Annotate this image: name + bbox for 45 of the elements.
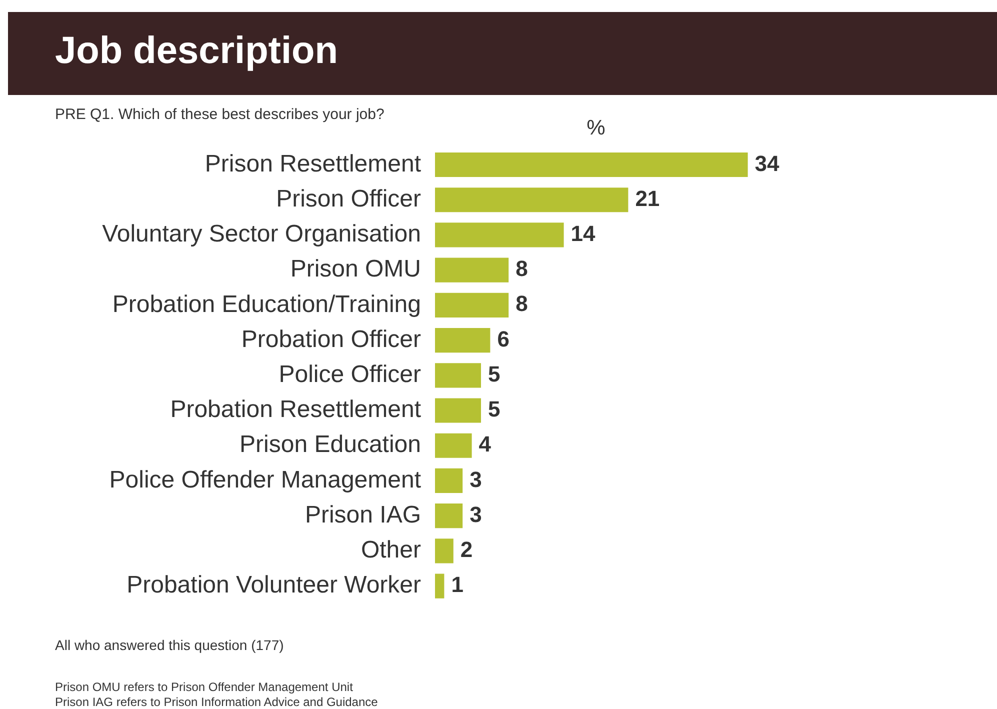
y-tick-label: Probation Volunteer Worker: [126, 572, 422, 599]
y-tick-label: Prison Officer: [276, 185, 422, 212]
bar: [435, 574, 444, 598]
bar: [435, 468, 463, 494]
bar: [435, 538, 454, 564]
chart-title: Job description: [55, 30, 338, 73]
data-label: 14: [570, 221, 596, 246]
bar: [435, 188, 628, 212]
data-label: 6: [497, 326, 510, 352]
data-label: 4: [478, 432, 492, 457]
bar: [435, 433, 472, 458]
text: All who answered this question (177): [55, 637, 284, 653]
y-tick-label: Prison Education: [240, 431, 421, 458]
y-tick-label: Probation Resettlement: [170, 396, 422, 424]
x-axis-title: %: [586, 116, 606, 140]
data-label: 34: [754, 150, 780, 176]
y-tick-label: Probation Officer: [241, 326, 421, 353]
bar: [435, 292, 509, 318]
data-label: 8: [516, 256, 528, 282]
data-label: 21: [635, 186, 660, 211]
y-tick-label: Prison IAG: [304, 501, 421, 528]
text: PRE Q1. Which of these best describes your job?: [55, 106, 384, 123]
y-tick-label: Other: [360, 536, 421, 564]
bar: [435, 363, 481, 388]
bar: [435, 328, 490, 353]
bar: [435, 504, 463, 528]
data-label: 5: [488, 396, 500, 422]
bar: [435, 398, 481, 423]
bar: [435, 258, 509, 282]
bar: [435, 222, 564, 248]
data-label: 2: [460, 537, 473, 562]
y-tick-label: Police Offender Management: [109, 466, 422, 494]
data-label: 3: [470, 502, 482, 527]
y-tick-label: Police Officer: [278, 361, 422, 388]
y-tick-label: Prison OMU: [290, 256, 421, 283]
y-tick-label: Prison Resettlement: [204, 150, 422, 178]
data-label: 8: [516, 291, 528, 316]
data-label: 3: [470, 466, 482, 492]
text: Prison IAG refers to Prison Information Advice and Guidance: [55, 695, 378, 709]
bar: [435, 152, 748, 178]
y-tick-label: Probation Education/Training: [112, 290, 421, 318]
data-label: 1: [451, 572, 464, 598]
text: Prison OMU refers to Prison Offender Management Unit: [55, 680, 354, 695]
data-label: 5: [488, 361, 500, 386]
y-tick-label: Voluntary Sector Organisation: [102, 220, 421, 248]
